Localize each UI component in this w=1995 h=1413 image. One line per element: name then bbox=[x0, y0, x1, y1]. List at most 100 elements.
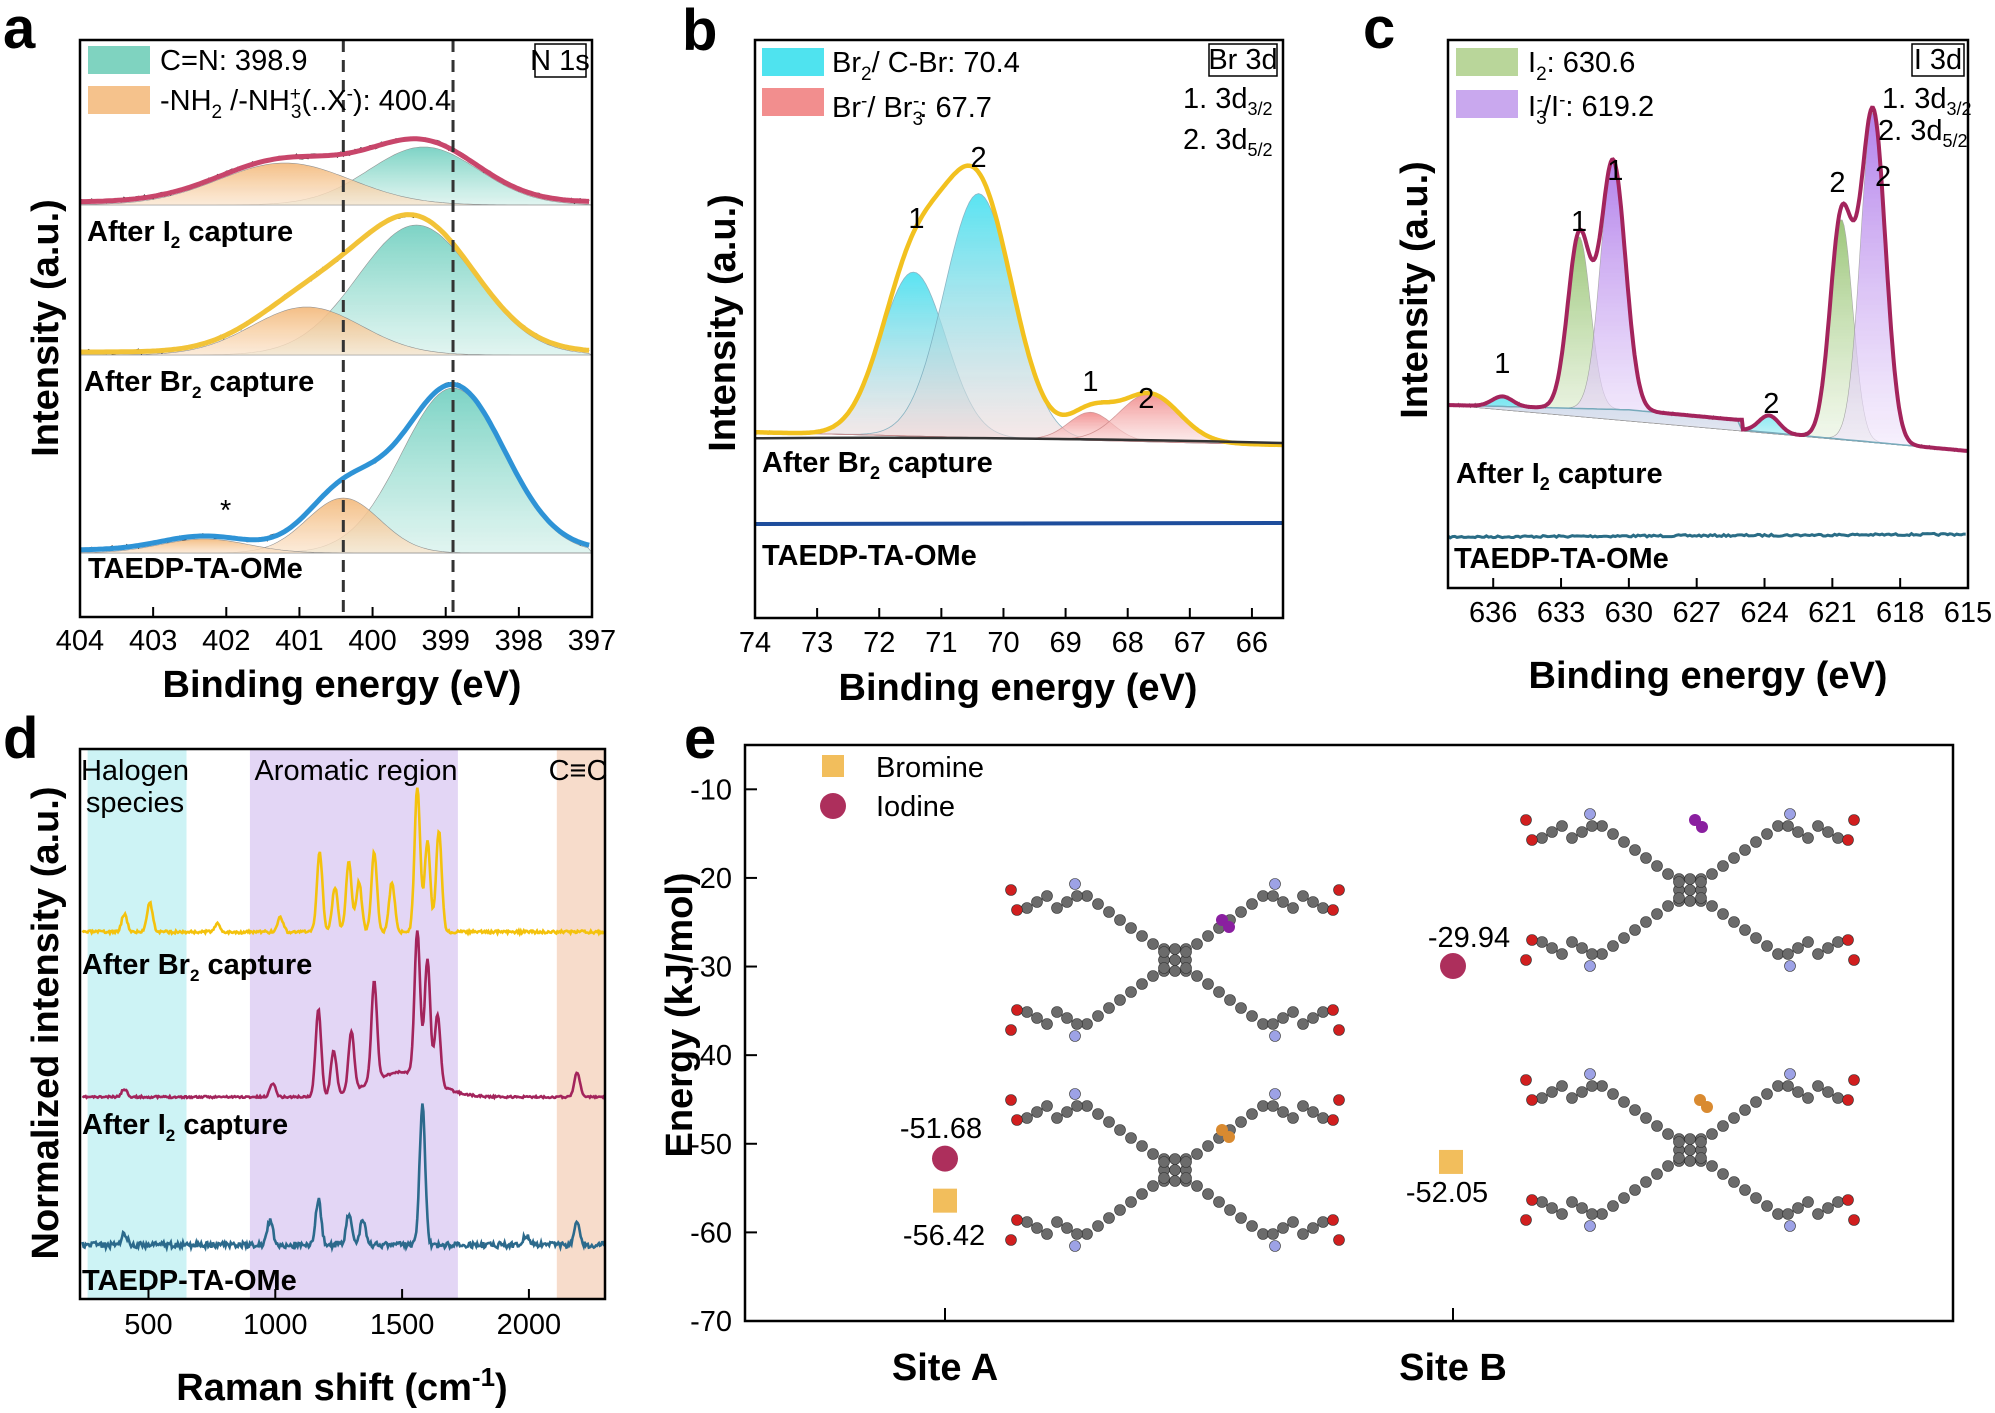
atom bbox=[1327, 904, 1339, 916]
atom bbox=[1607, 828, 1619, 840]
raman-trace-0 bbox=[81, 787, 607, 938]
atom bbox=[1246, 1010, 1258, 1022]
atom bbox=[1317, 1112, 1329, 1124]
atom bbox=[1772, 820, 1784, 832]
atom bbox=[1848, 1074, 1860, 1086]
atom bbox=[1021, 1112, 1033, 1124]
atom bbox=[1061, 1012, 1073, 1024]
legend-marker-bromine bbox=[822, 755, 844, 777]
atom bbox=[1546, 1086, 1558, 1098]
x-tick-label: 404 bbox=[56, 625, 104, 657]
atom bbox=[1267, 890, 1279, 902]
atom bbox=[1136, 978, 1148, 990]
panel-c-x-ticks: 636 633 630 627 624 621 618 615 bbox=[1469, 578, 1992, 629]
atom bbox=[1584, 960, 1596, 972]
atom bbox=[1717, 860, 1729, 872]
legend-label-cn: C=N: 398.9 bbox=[160, 45, 308, 77]
molecule-structures bbox=[1005, 808, 1860, 1252]
atom bbox=[1822, 826, 1834, 838]
atom bbox=[1526, 934, 1538, 946]
iodine-point bbox=[1440, 953, 1466, 980]
atom bbox=[1848, 1214, 1860, 1226]
atom bbox=[1629, 844, 1641, 856]
x-tick-label: 67 bbox=[1174, 627, 1206, 659]
atom bbox=[1802, 936, 1814, 948]
atom bbox=[1662, 1160, 1674, 1172]
atom bbox=[1832, 936, 1844, 948]
atom bbox=[1772, 1080, 1784, 1092]
atom bbox=[1297, 890, 1309, 902]
atom bbox=[1761, 1088, 1773, 1100]
atom bbox=[1235, 906, 1247, 918]
atom bbox=[1792, 826, 1804, 838]
atom bbox=[1287, 1216, 1299, 1228]
x-tick-label: 500 bbox=[124, 1309, 172, 1341]
x-tick-label: 618 bbox=[1876, 597, 1924, 629]
region-label-halogen: Halogen species bbox=[81, 755, 189, 819]
atom bbox=[1277, 1222, 1289, 1234]
x-tick-label: 68 bbox=[1112, 627, 1144, 659]
atom bbox=[1114, 914, 1126, 926]
panel-b-plot: 1 2 1 2 bbox=[754, 142, 1284, 526]
panel-label-e: e bbox=[684, 706, 716, 771]
atom bbox=[1333, 1234, 1345, 1246]
atom bbox=[1706, 1160, 1718, 1172]
atom bbox=[1596, 948, 1608, 960]
atom bbox=[1317, 1216, 1329, 1228]
panel-label-d: d bbox=[3, 706, 38, 771]
atom bbox=[1695, 1136, 1707, 1148]
atom bbox=[1684, 1133, 1696, 1145]
atom bbox=[1069, 1240, 1081, 1252]
atom bbox=[1822, 942, 1834, 954]
atom bbox=[1750, 932, 1762, 944]
atom bbox=[1277, 1012, 1289, 1024]
atom bbox=[1728, 1176, 1740, 1188]
atom bbox=[1584, 1220, 1596, 1232]
atom bbox=[1673, 1136, 1685, 1148]
atom bbox=[1297, 1228, 1309, 1240]
atom bbox=[1536, 832, 1548, 844]
atom bbox=[1114, 994, 1126, 1006]
x-tick-label: 69 bbox=[1049, 627, 1081, 659]
peak-label: 1 bbox=[1607, 155, 1623, 187]
atom bbox=[1651, 860, 1663, 872]
note-b-1: 1. 3d3/2 bbox=[1183, 83, 1273, 119]
background-line bbox=[754, 436, 1284, 445]
atom bbox=[1103, 1212, 1115, 1224]
atom bbox=[1684, 884, 1696, 896]
atom bbox=[1136, 930, 1148, 942]
atom bbox=[1051, 1216, 1063, 1228]
atom bbox=[1267, 1018, 1279, 1030]
panel-label-a: a bbox=[3, 0, 36, 61]
legend-swatch-i3 bbox=[1456, 90, 1518, 118]
atom bbox=[1191, 970, 1203, 982]
x-tick-label: 74 bbox=[739, 627, 771, 659]
atom bbox=[1556, 1080, 1568, 1092]
atom bbox=[1246, 1220, 1258, 1232]
atom bbox=[1782, 820, 1794, 832]
atom bbox=[1092, 1108, 1104, 1120]
x-tick-label: 397 bbox=[568, 625, 616, 657]
panel-a: a C=N: 398.9 -NH2 /-NH+ 3(..X-): 400.4 N … bbox=[3, 0, 616, 706]
atom bbox=[1235, 1002, 1247, 1014]
atom bbox=[1267, 1228, 1279, 1240]
atom bbox=[1792, 942, 1804, 954]
atom bbox=[1695, 1152, 1707, 1164]
atom bbox=[1576, 942, 1588, 954]
panel-b-tag-box bbox=[1208, 43, 1278, 77]
atom bbox=[1125, 1196, 1137, 1208]
region-label-cc: C≡C bbox=[549, 755, 608, 787]
atom bbox=[1191, 1180, 1203, 1192]
atom bbox=[1180, 962, 1192, 974]
atom bbox=[1784, 1220, 1796, 1232]
atom bbox=[1651, 1168, 1663, 1180]
y-tick-label: -10 bbox=[690, 774, 732, 806]
y-tick-label: -20 bbox=[690, 863, 732, 895]
panel-label-c: c bbox=[1363, 0, 1395, 61]
atom bbox=[1596, 1208, 1608, 1220]
legend-swatch-nh bbox=[88, 86, 150, 114]
atom bbox=[1081, 1228, 1093, 1240]
atom bbox=[1158, 962, 1170, 974]
atom bbox=[1071, 1018, 1083, 1030]
